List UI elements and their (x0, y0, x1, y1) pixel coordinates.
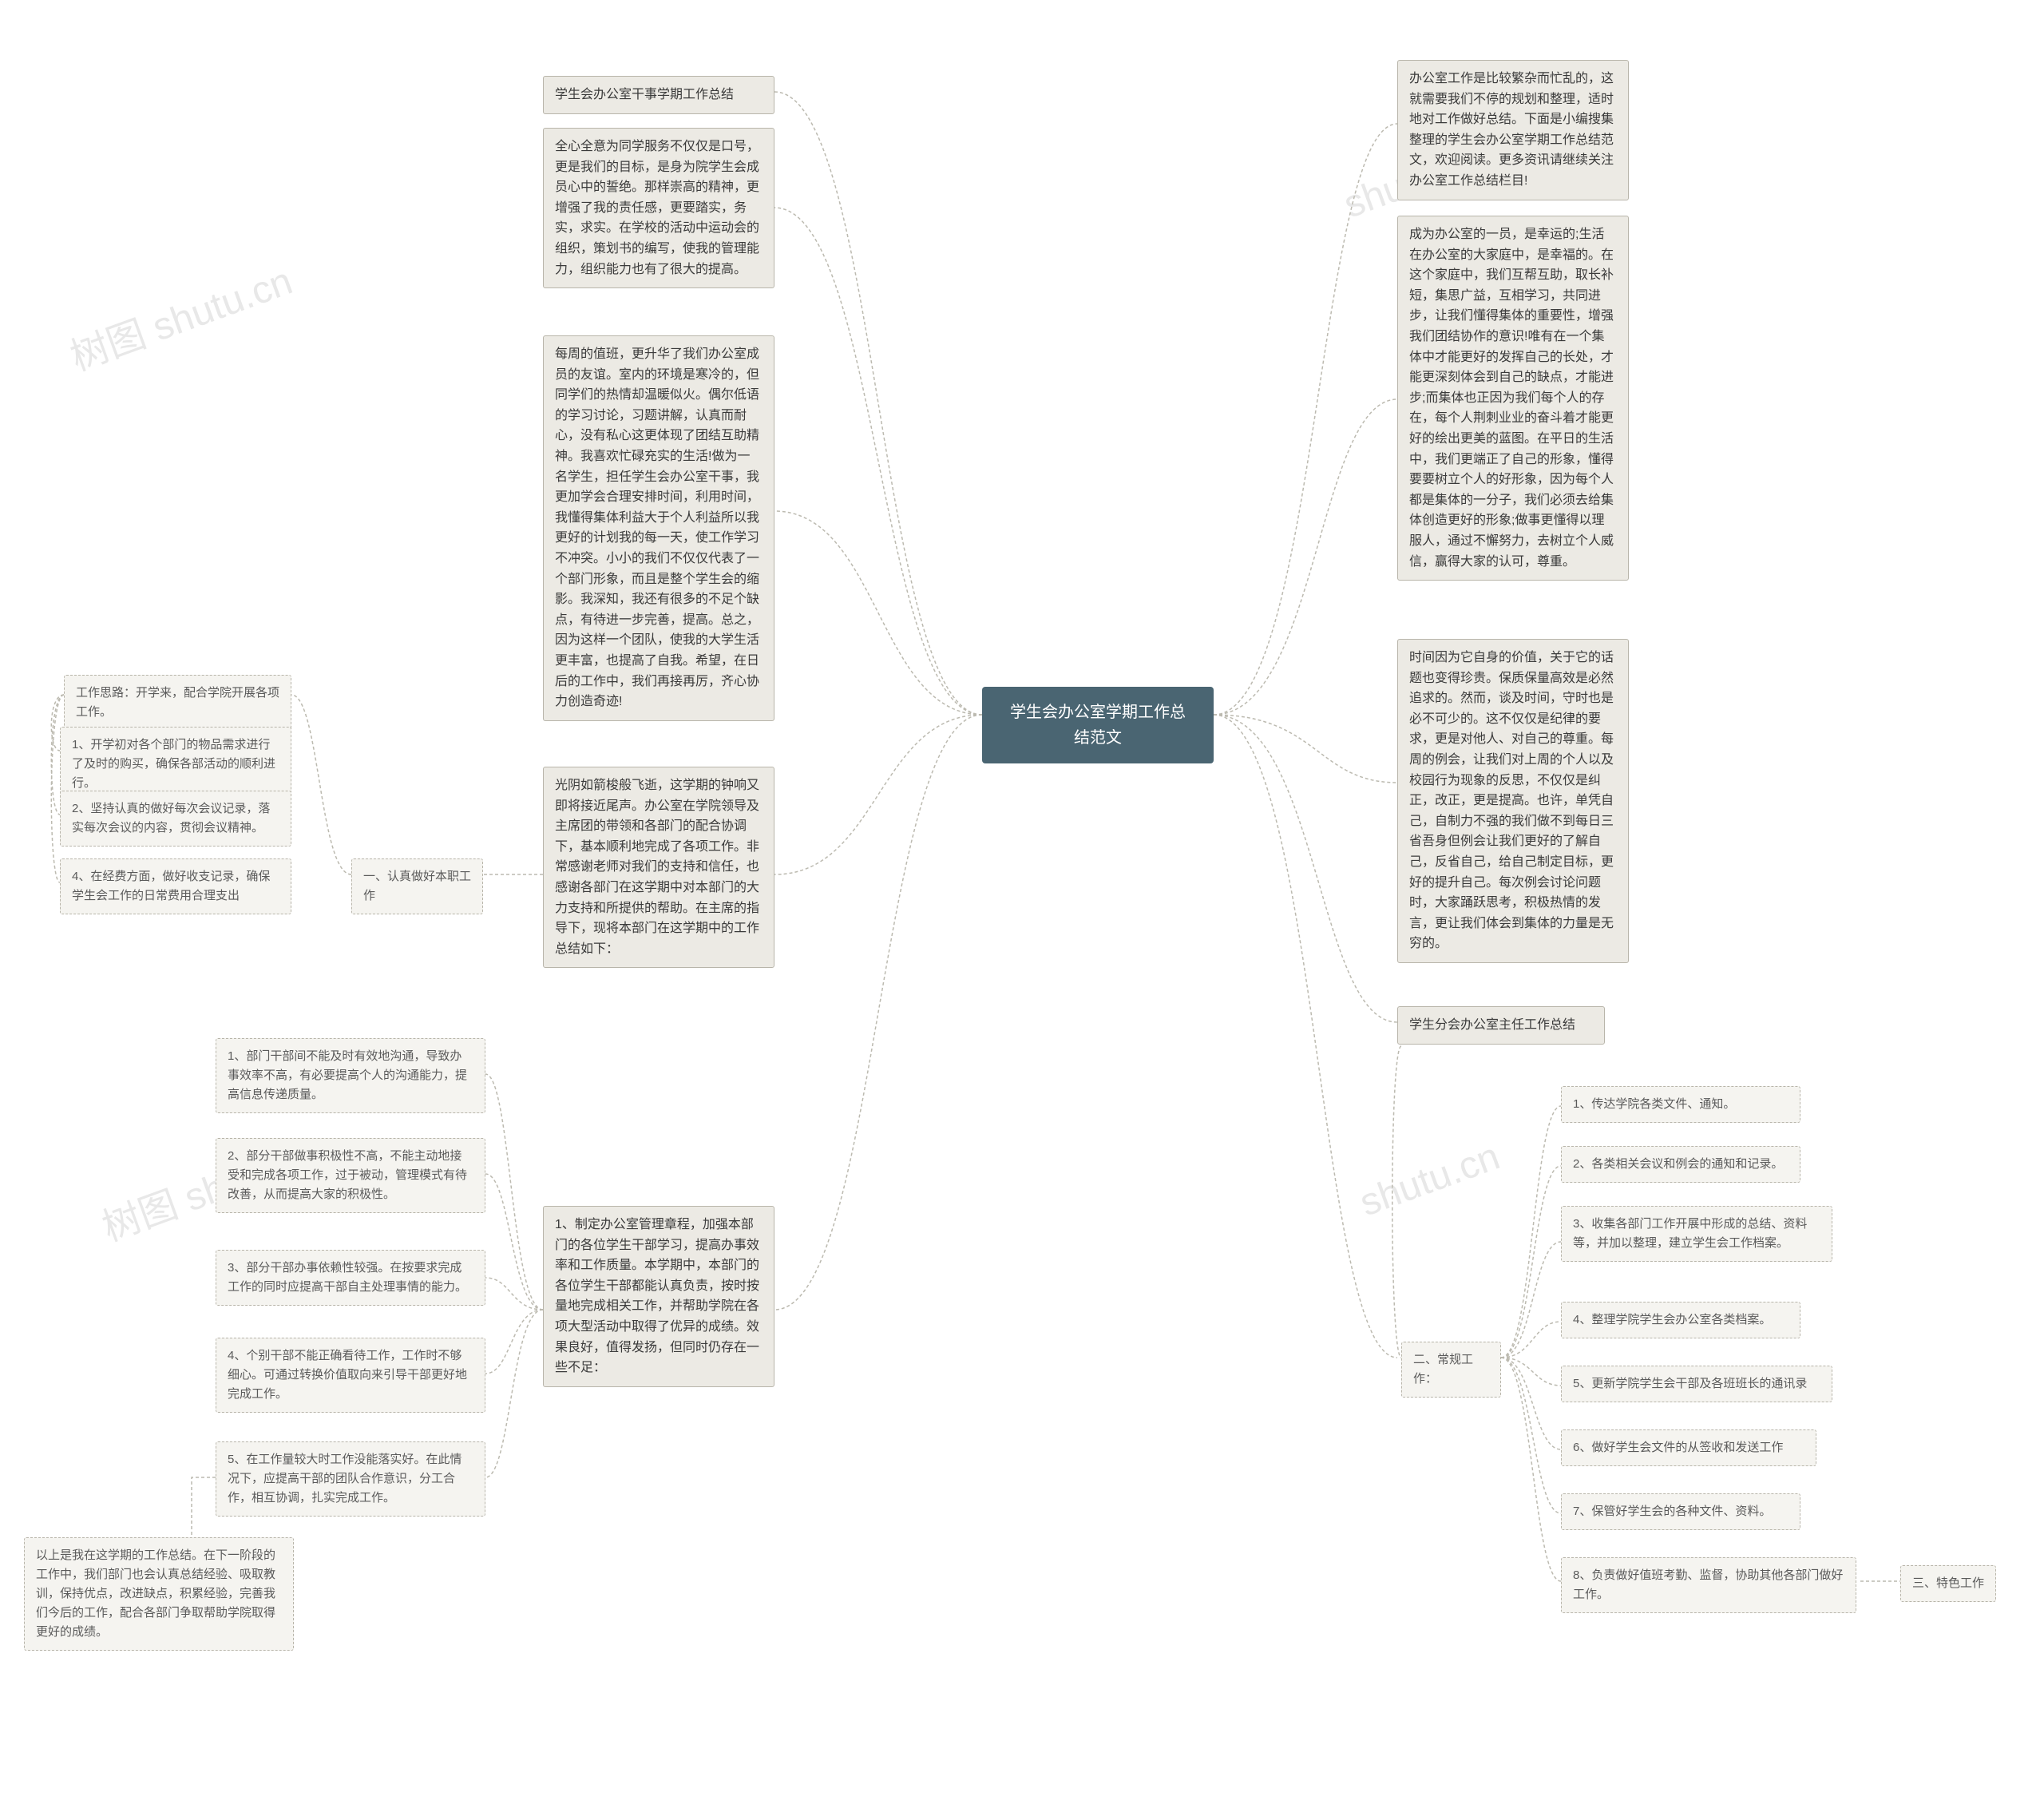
watermark: 树图 shutu.cn (61, 249, 299, 381)
right-b-item-6: 6、做好学生会文件的从签收和发送工作 (1561, 1429, 1816, 1466)
left-3-item-2: 2、部分干部做事积极性不高，不能主动地接受和完成各项工作，过于被动，管理模式有待… (216, 1138, 485, 1213)
right-para-1: 办公室工作是比较繁杂而忙乱的，这就需要我们不停的规划和整理，适时地对工作做好总结… (1397, 60, 1629, 200)
right-b-item-8: 8、负责做好值班考勤、监督，协助其他各部门做好工作。 (1561, 1557, 1856, 1613)
center-title-line2: 结范文 (1074, 729, 1122, 747)
center-title: 学生会办公室学期工作总 结范文 (982, 687, 1214, 763)
right-b-item-1: 1、传达学院各类文件、通知。 (1561, 1086, 1800, 1123)
right-b-item-7: 7、保管好学生会的各种文件、资料。 (1561, 1493, 1800, 1530)
left-section-a-title: 一、认真做好本职工作 (351, 858, 483, 914)
left-section-1-para-2: 每周的值班，更升华了我们办公室成员的友谊。室内的环境是寒冷的，但同学们的热情却温… (543, 335, 774, 721)
left-3-item-4: 4、个别干部不能正确看待工作，工作时不够细心。可通过转换价值取向来引导干部更好地… (216, 1338, 485, 1413)
right-b-item-2: 2、各类相关会议和例会的通知和记录。 (1561, 1146, 1800, 1183)
right-b-item-5: 5、更新学院学生会干部及各班班长的通讯录 (1561, 1366, 1832, 1402)
right-b-item-3: 3、收集各部门工作开展中形成的总结、资料等，并加以整理，建立学生会工作档案。 (1561, 1206, 1832, 1262)
left-3-item-5: 5、在工作量较大时工作没能落实好。在此情况下，应提高干部的团队合作意识，分工合作… (216, 1441, 485, 1517)
left-section-2-intro: 光阴如箭梭般飞逝，这学期的钟响又即将接近尾声。办公室在学院领导及主席团的带领和各… (543, 767, 774, 968)
connector-layer (0, 0, 2044, 1812)
left-3-item-1: 1、部门干部间不能及时有效地沟通，导致办事效率不高，有必要提高个人的沟通能力，提… (216, 1038, 485, 1113)
right-para-3: 时间因为它自身的价值，关于它的话题也变得珍贵。保质保量高效是必然追求的。然而，谈… (1397, 639, 1629, 963)
right-b-item-4: 4、整理学院学生会办公室各类档案。 (1561, 1302, 1800, 1338)
right-b-title: 二、常规工作： (1401, 1342, 1501, 1398)
left-section-3-intro: 1、制定办公室管理章程，加强本部门的各位学生干部学习，提高办事效率和工作质量。本… (543, 1206, 774, 1387)
left-a-item-2: 2、坚持认真的做好每次会议记录，落实每次会议的内容，贯彻会议精神。 (60, 791, 291, 847)
left-section-1-title: 学生会办公室干事学期工作总结 (543, 76, 774, 114)
watermark: shutu.cn (1354, 1135, 1505, 1226)
right-para-2: 成为办公室的一员，是幸运的;生活在办公室的大家庭中，是幸福的。在这个家庭中，我们… (1397, 216, 1629, 581)
left-a-item-3: 4、在经费方面，做好收支记录，确保学生会工作的日常费用合理支出 (60, 858, 291, 914)
left-section-a-sub: 工作思路：开学来，配合学院开展各项工作。 (64, 675, 291, 731)
left-3-item-3: 3、部分干部办事依赖性较强。在按要求完成工作的同时应提高干部自主处理事情的能力。 (216, 1250, 485, 1306)
left-3-conclusion: 以上是我在这学期的工作总结。在下一阶段的工作中，我们部门也会认真总结经验、吸取教… (24, 1537, 294, 1651)
left-section-1-para-1: 全心全意为同学服务不仅仅是口号，更是我们的目标，是身为院学生会成员心中的誓绝。那… (543, 128, 774, 288)
center-title-line1: 学生会办公室学期工作总 (1010, 704, 1186, 721)
right-c-title: 三、特色工作 (1900, 1565, 1996, 1602)
right-section-4-title: 学生分会办公室主任工作总结 (1397, 1006, 1605, 1045)
